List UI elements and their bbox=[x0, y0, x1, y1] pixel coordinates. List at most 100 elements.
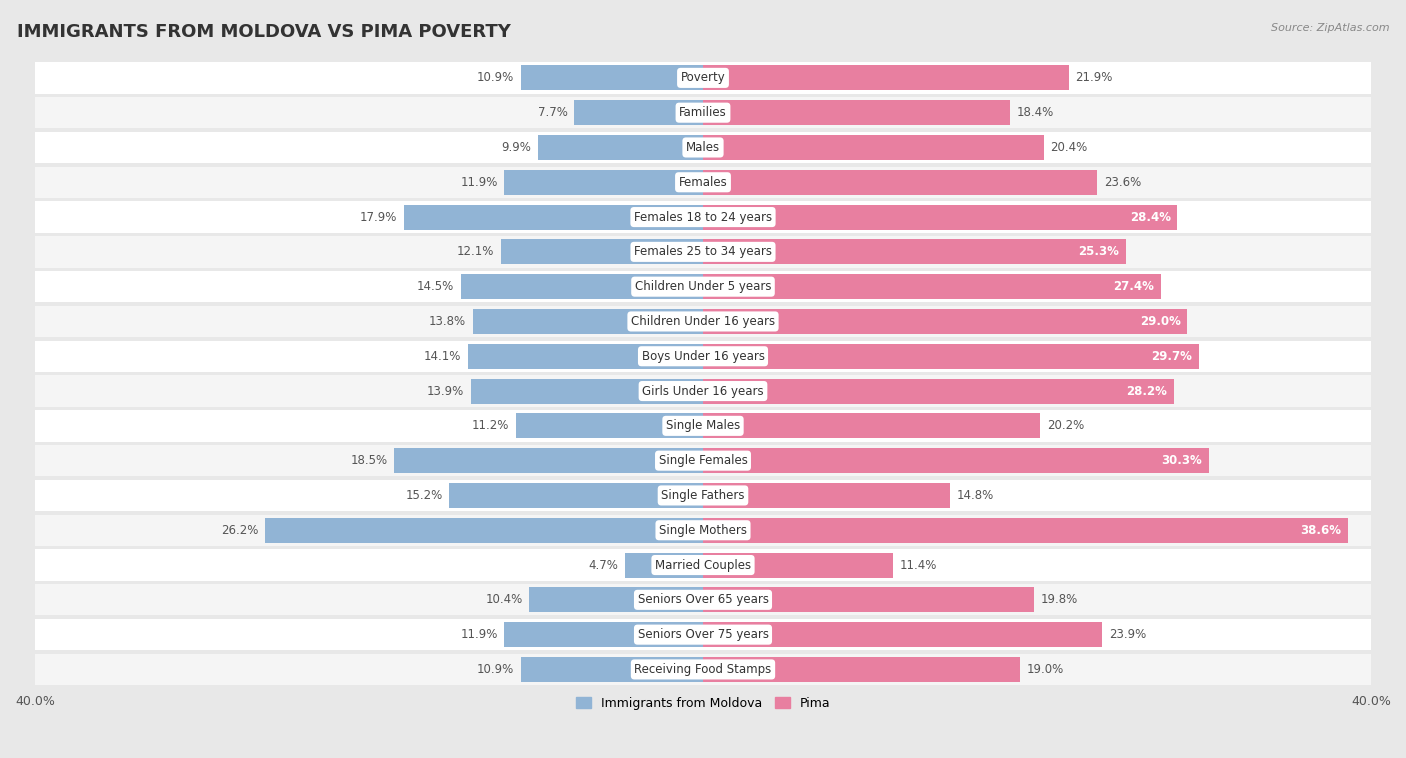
Bar bbox=[703, 448, 1209, 473]
Text: 9.9%: 9.9% bbox=[501, 141, 531, 154]
Bar bbox=[703, 65, 1069, 90]
Text: IMMIGRANTS FROM MOLDOVA VS PIMA POVERTY: IMMIGRANTS FROM MOLDOVA VS PIMA POVERTY bbox=[17, 23, 510, 41]
Bar bbox=[703, 518, 1348, 543]
Bar bbox=[35, 584, 1371, 615]
Bar bbox=[703, 135, 1043, 160]
Text: 7.7%: 7.7% bbox=[538, 106, 568, 119]
Bar bbox=[35, 515, 1371, 546]
Text: 11.9%: 11.9% bbox=[460, 628, 498, 641]
Text: 38.6%: 38.6% bbox=[1301, 524, 1341, 537]
Bar bbox=[449, 483, 703, 508]
Bar bbox=[35, 410, 1371, 441]
Bar bbox=[703, 483, 950, 508]
Legend: Immigrants from Moldova, Pima: Immigrants from Moldova, Pima bbox=[571, 692, 835, 715]
Text: 13.9%: 13.9% bbox=[427, 384, 464, 397]
Bar bbox=[35, 550, 1371, 581]
Text: 28.4%: 28.4% bbox=[1129, 211, 1171, 224]
Text: Males: Males bbox=[686, 141, 720, 154]
Bar bbox=[529, 587, 703, 612]
Text: Girls Under 16 years: Girls Under 16 years bbox=[643, 384, 763, 397]
Bar bbox=[703, 274, 1160, 299]
Bar bbox=[35, 202, 1371, 233]
Text: Poverty: Poverty bbox=[681, 71, 725, 84]
Text: Married Couples: Married Couples bbox=[655, 559, 751, 572]
Bar bbox=[266, 518, 703, 543]
Text: Children Under 16 years: Children Under 16 years bbox=[631, 315, 775, 328]
Text: 12.1%: 12.1% bbox=[457, 246, 495, 258]
Bar bbox=[35, 97, 1371, 128]
Bar bbox=[35, 167, 1371, 198]
Bar bbox=[522, 65, 703, 90]
Text: 15.2%: 15.2% bbox=[405, 489, 443, 502]
Bar bbox=[35, 445, 1371, 476]
Bar bbox=[35, 62, 1371, 93]
Bar bbox=[624, 553, 703, 578]
Text: Single Fathers: Single Fathers bbox=[661, 489, 745, 502]
Text: Boys Under 16 years: Boys Under 16 years bbox=[641, 349, 765, 363]
Bar bbox=[505, 170, 703, 195]
Bar bbox=[703, 657, 1021, 682]
Text: 10.9%: 10.9% bbox=[477, 663, 515, 676]
Text: 14.8%: 14.8% bbox=[957, 489, 994, 502]
Text: 26.2%: 26.2% bbox=[221, 524, 259, 537]
Bar bbox=[35, 236, 1371, 268]
Text: Females: Females bbox=[679, 176, 727, 189]
Bar bbox=[461, 274, 703, 299]
Bar bbox=[703, 100, 1011, 125]
Text: 23.9%: 23.9% bbox=[1109, 628, 1146, 641]
Bar bbox=[537, 135, 703, 160]
Text: Single Mothers: Single Mothers bbox=[659, 524, 747, 537]
Text: 11.4%: 11.4% bbox=[900, 559, 938, 572]
Text: 20.4%: 20.4% bbox=[1050, 141, 1088, 154]
Text: 14.5%: 14.5% bbox=[418, 280, 454, 293]
Bar bbox=[35, 653, 1371, 685]
Text: 28.2%: 28.2% bbox=[1126, 384, 1167, 397]
Bar bbox=[35, 132, 1371, 163]
Text: 19.0%: 19.0% bbox=[1026, 663, 1064, 676]
Bar bbox=[703, 378, 1174, 403]
Bar bbox=[703, 309, 1187, 334]
Text: 18.5%: 18.5% bbox=[350, 454, 387, 467]
Bar bbox=[505, 622, 703, 647]
Text: Single Males: Single Males bbox=[666, 419, 740, 432]
Bar bbox=[471, 378, 703, 403]
Text: Females 25 to 34 years: Females 25 to 34 years bbox=[634, 246, 772, 258]
Bar bbox=[35, 619, 1371, 650]
Text: 21.9%: 21.9% bbox=[1076, 71, 1112, 84]
Text: 11.9%: 11.9% bbox=[460, 176, 498, 189]
Text: Females 18 to 24 years: Females 18 to 24 years bbox=[634, 211, 772, 224]
Bar bbox=[703, 205, 1177, 230]
Bar bbox=[394, 448, 703, 473]
Text: Seniors Over 75 years: Seniors Over 75 years bbox=[637, 628, 769, 641]
Bar bbox=[501, 240, 703, 265]
Text: Seniors Over 65 years: Seniors Over 65 years bbox=[637, 594, 769, 606]
Bar bbox=[703, 240, 1126, 265]
Text: 25.3%: 25.3% bbox=[1078, 246, 1119, 258]
Text: 11.2%: 11.2% bbox=[472, 419, 509, 432]
Bar bbox=[35, 305, 1371, 337]
Text: 18.4%: 18.4% bbox=[1017, 106, 1054, 119]
Bar bbox=[516, 413, 703, 438]
Bar bbox=[35, 271, 1371, 302]
Text: 20.2%: 20.2% bbox=[1047, 419, 1084, 432]
Bar bbox=[35, 480, 1371, 511]
Bar bbox=[703, 622, 1102, 647]
Bar bbox=[35, 375, 1371, 407]
Text: Children Under 5 years: Children Under 5 years bbox=[634, 280, 772, 293]
Text: Source: ZipAtlas.com: Source: ZipAtlas.com bbox=[1271, 23, 1389, 33]
Text: 17.9%: 17.9% bbox=[360, 211, 398, 224]
Text: 27.4%: 27.4% bbox=[1114, 280, 1154, 293]
Text: Single Females: Single Females bbox=[658, 454, 748, 467]
Text: 30.3%: 30.3% bbox=[1161, 454, 1202, 467]
Bar bbox=[703, 587, 1033, 612]
Text: 10.9%: 10.9% bbox=[477, 71, 515, 84]
Text: Families: Families bbox=[679, 106, 727, 119]
Bar bbox=[404, 205, 703, 230]
Bar bbox=[703, 170, 1097, 195]
Bar bbox=[575, 100, 703, 125]
Text: 10.4%: 10.4% bbox=[485, 594, 523, 606]
Text: 29.0%: 29.0% bbox=[1140, 315, 1181, 328]
Text: 13.8%: 13.8% bbox=[429, 315, 465, 328]
Text: Receiving Food Stamps: Receiving Food Stamps bbox=[634, 663, 772, 676]
Bar bbox=[35, 340, 1371, 372]
